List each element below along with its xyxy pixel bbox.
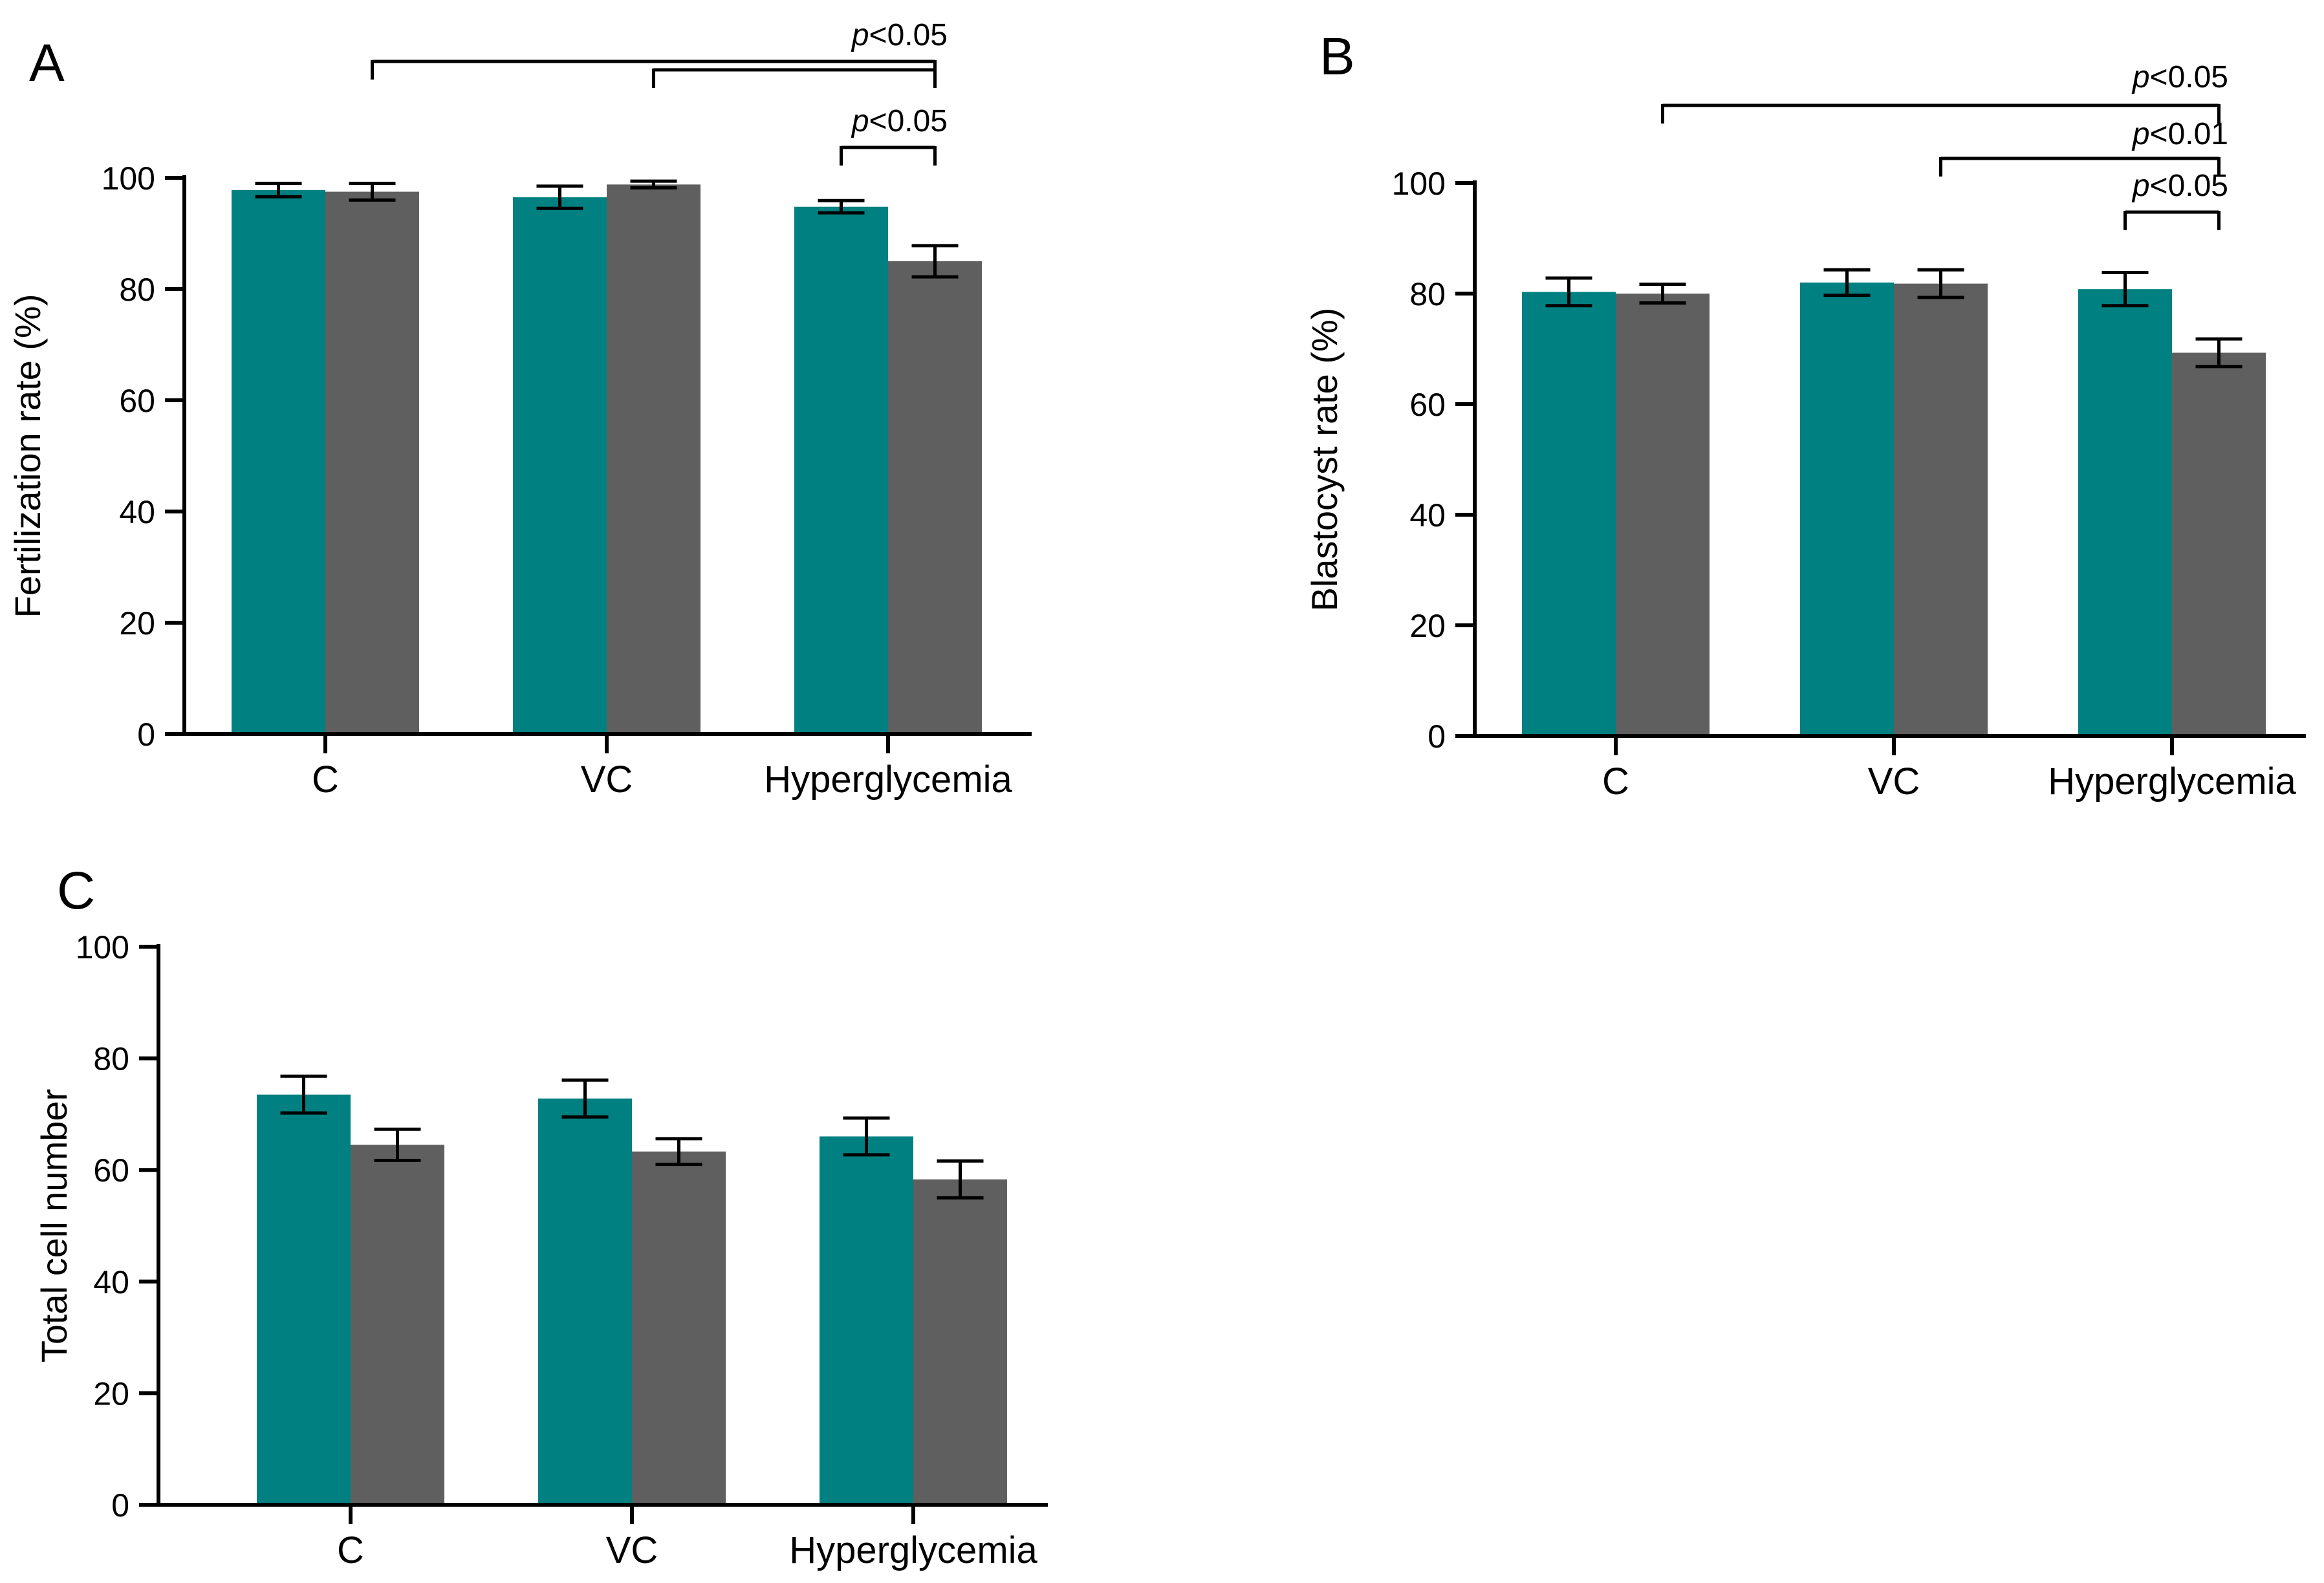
y-tick-label-60: 60 <box>119 383 155 419</box>
error-bar-vc-series-2 <box>1917 268 1964 299</box>
x-category-label-hyperglycemia: Hyperglycemia <box>764 759 1012 801</box>
x-category-label-c: C <box>337 1529 364 1571</box>
sig-label-value: <0.05 <box>2150 60 2228 94</box>
significance-label-3: p<0.05 <box>2131 169 2228 203</box>
y-axis-title: Fertilization rate (%) <box>7 294 48 618</box>
y-axis-title: Total cell number <box>34 1089 74 1362</box>
sig-label-value: <0.01 <box>2150 117 2228 151</box>
y-tick-label-20: 20 <box>119 605 155 641</box>
chart-panel-c: C 0 20 40 60 80 100 C VC Hyperglycemia Total cell … <box>34 861 1048 1571</box>
panel-label: C <box>57 861 95 920</box>
bar-hyperglycemia-series-2 <box>2172 352 2266 736</box>
error-bar-c-series-1 <box>255 182 302 199</box>
significance-bracket-3 <box>2123 210 2221 230</box>
bar-hyperglycemia-series-1 <box>820 1136 913 1505</box>
error-bar-hyperglycemia-series-1 <box>2101 271 2149 308</box>
x-category-label-vc: VC <box>606 1529 658 1571</box>
significance-label-2: p<0.01 <box>2131 117 2228 151</box>
panel-label: A <box>29 34 65 92</box>
y-tick-label-40: 40 <box>119 494 155 530</box>
bar-c-series-2 <box>1616 294 1710 736</box>
x-category-label-vc: VC <box>1868 760 1920 802</box>
error-bar-vc-series-2 <box>630 179 677 189</box>
y-tick-label-20: 20 <box>1409 608 1446 644</box>
y-tick-label-40: 40 <box>93 1264 129 1300</box>
sig-label-italic: p <box>851 104 869 138</box>
bar-c-series-1 <box>257 1094 351 1505</box>
significance-bracket-2 <box>652 68 937 88</box>
error-bar-hyperglycemia-series-1 <box>843 1116 890 1157</box>
significance-bracket-1 <box>1661 103 2221 124</box>
chart-panel-a: A 0 20 40 60 80 100 C VC Hyperglycemia Fertilizati… <box>7 18 1032 801</box>
y-tick-label-100: 100 <box>76 929 129 965</box>
sig-label-italic: p <box>2131 169 2150 203</box>
y-tick-label-80: 80 <box>93 1041 129 1077</box>
y-tick-label-0: 0 <box>137 716 155 753</box>
sig-label-italic: p <box>2131 60 2150 94</box>
bar-vc-series-2 <box>1894 283 1988 736</box>
sig-label-italic: p <box>2131 117 2150 151</box>
significance-label-3: p<0.05 <box>851 104 948 138</box>
sig-label-value: <0.05 <box>869 18 948 52</box>
bar-hyperglycemia-series-2 <box>913 1179 1007 1505</box>
bar-hyperglycemia-series-2 <box>888 261 982 734</box>
error-bar-hyperglycemia-series-2 <box>911 244 959 279</box>
bar-c-series-1 <box>1522 292 1616 736</box>
y-axis-title: Blastocyst rate (%) <box>1304 308 1345 612</box>
error-bar-c-series-1 <box>1545 276 1592 308</box>
error-bar-c-series-2 <box>1639 282 1686 305</box>
y-tick-label-0: 0 <box>111 1487 129 1524</box>
x-category-label-vc: VC <box>581 759 633 801</box>
error-bar-vc-series-1 <box>561 1078 609 1119</box>
significance-bracket-3 <box>840 145 937 166</box>
sig-label-value: <0.05 <box>869 104 948 138</box>
x-category-label-hyperglycemia: Hyperglycemia <box>2048 760 2296 802</box>
bar-vc-series-1 <box>513 197 607 735</box>
bar-c-series-2 <box>351 1145 444 1505</box>
error-bar-vc-series-1 <box>536 184 583 210</box>
x-category-label-c: C <box>312 759 339 801</box>
y-tick-label-20: 20 <box>93 1375 129 1412</box>
significance-label-1: p<0.05 <box>2131 60 2228 94</box>
sig-label-value: <0.05 <box>2150 169 2228 203</box>
error-bar-hyperglycemia-series-2 <box>937 1159 984 1200</box>
significance-label-top: p<0.05 <box>851 18 948 52</box>
y-tick-label-80: 80 <box>119 272 155 308</box>
bar-hyperglycemia-series-1 <box>2078 289 2172 736</box>
significance-bracket-2 <box>1939 156 2221 177</box>
y-tick-label-80: 80 <box>1409 276 1446 312</box>
chart-panel-b: B 0 20 40 60 80 100 C VC Hyperglycemia Blastocyst … <box>1304 27 2306 802</box>
error-bar-vc-series-2 <box>655 1137 702 1167</box>
bar-c-series-1 <box>232 189 325 734</box>
bar-c-series-2 <box>325 191 419 734</box>
bar-vc-series-1 <box>538 1098 632 1505</box>
y-tick-label-60: 60 <box>93 1152 129 1189</box>
y-tick-label-100: 100 <box>1392 166 1446 202</box>
x-category-label-c: C <box>1602 760 1629 802</box>
error-bar-hyperglycemia-series-1 <box>818 199 865 215</box>
error-bar-vc-series-1 <box>1823 268 1871 297</box>
y-tick-label-100: 100 <box>102 160 155 197</box>
bar-vc-series-1 <box>1800 282 1894 736</box>
error-bar-c-series-2 <box>374 1127 421 1163</box>
bar-vc-series-2 <box>632 1151 726 1505</box>
y-tick-label-0: 0 <box>1428 718 1446 755</box>
y-tick-label-40: 40 <box>1409 497 1446 533</box>
sig-label-italic: p <box>851 18 869 52</box>
x-category-label-hyperglycemia: Hyperglycemia <box>789 1529 1037 1571</box>
error-bar-c-series-1 <box>280 1074 327 1115</box>
bar-vc-series-2 <box>607 184 700 734</box>
error-bar-c-series-2 <box>349 182 396 202</box>
bar-hyperglycemia-series-1 <box>794 206 888 735</box>
error-bar-hyperglycemia-series-2 <box>2195 337 2243 369</box>
panel-label: B <box>1319 27 1355 86</box>
y-tick-label-60: 60 <box>1409 387 1446 423</box>
